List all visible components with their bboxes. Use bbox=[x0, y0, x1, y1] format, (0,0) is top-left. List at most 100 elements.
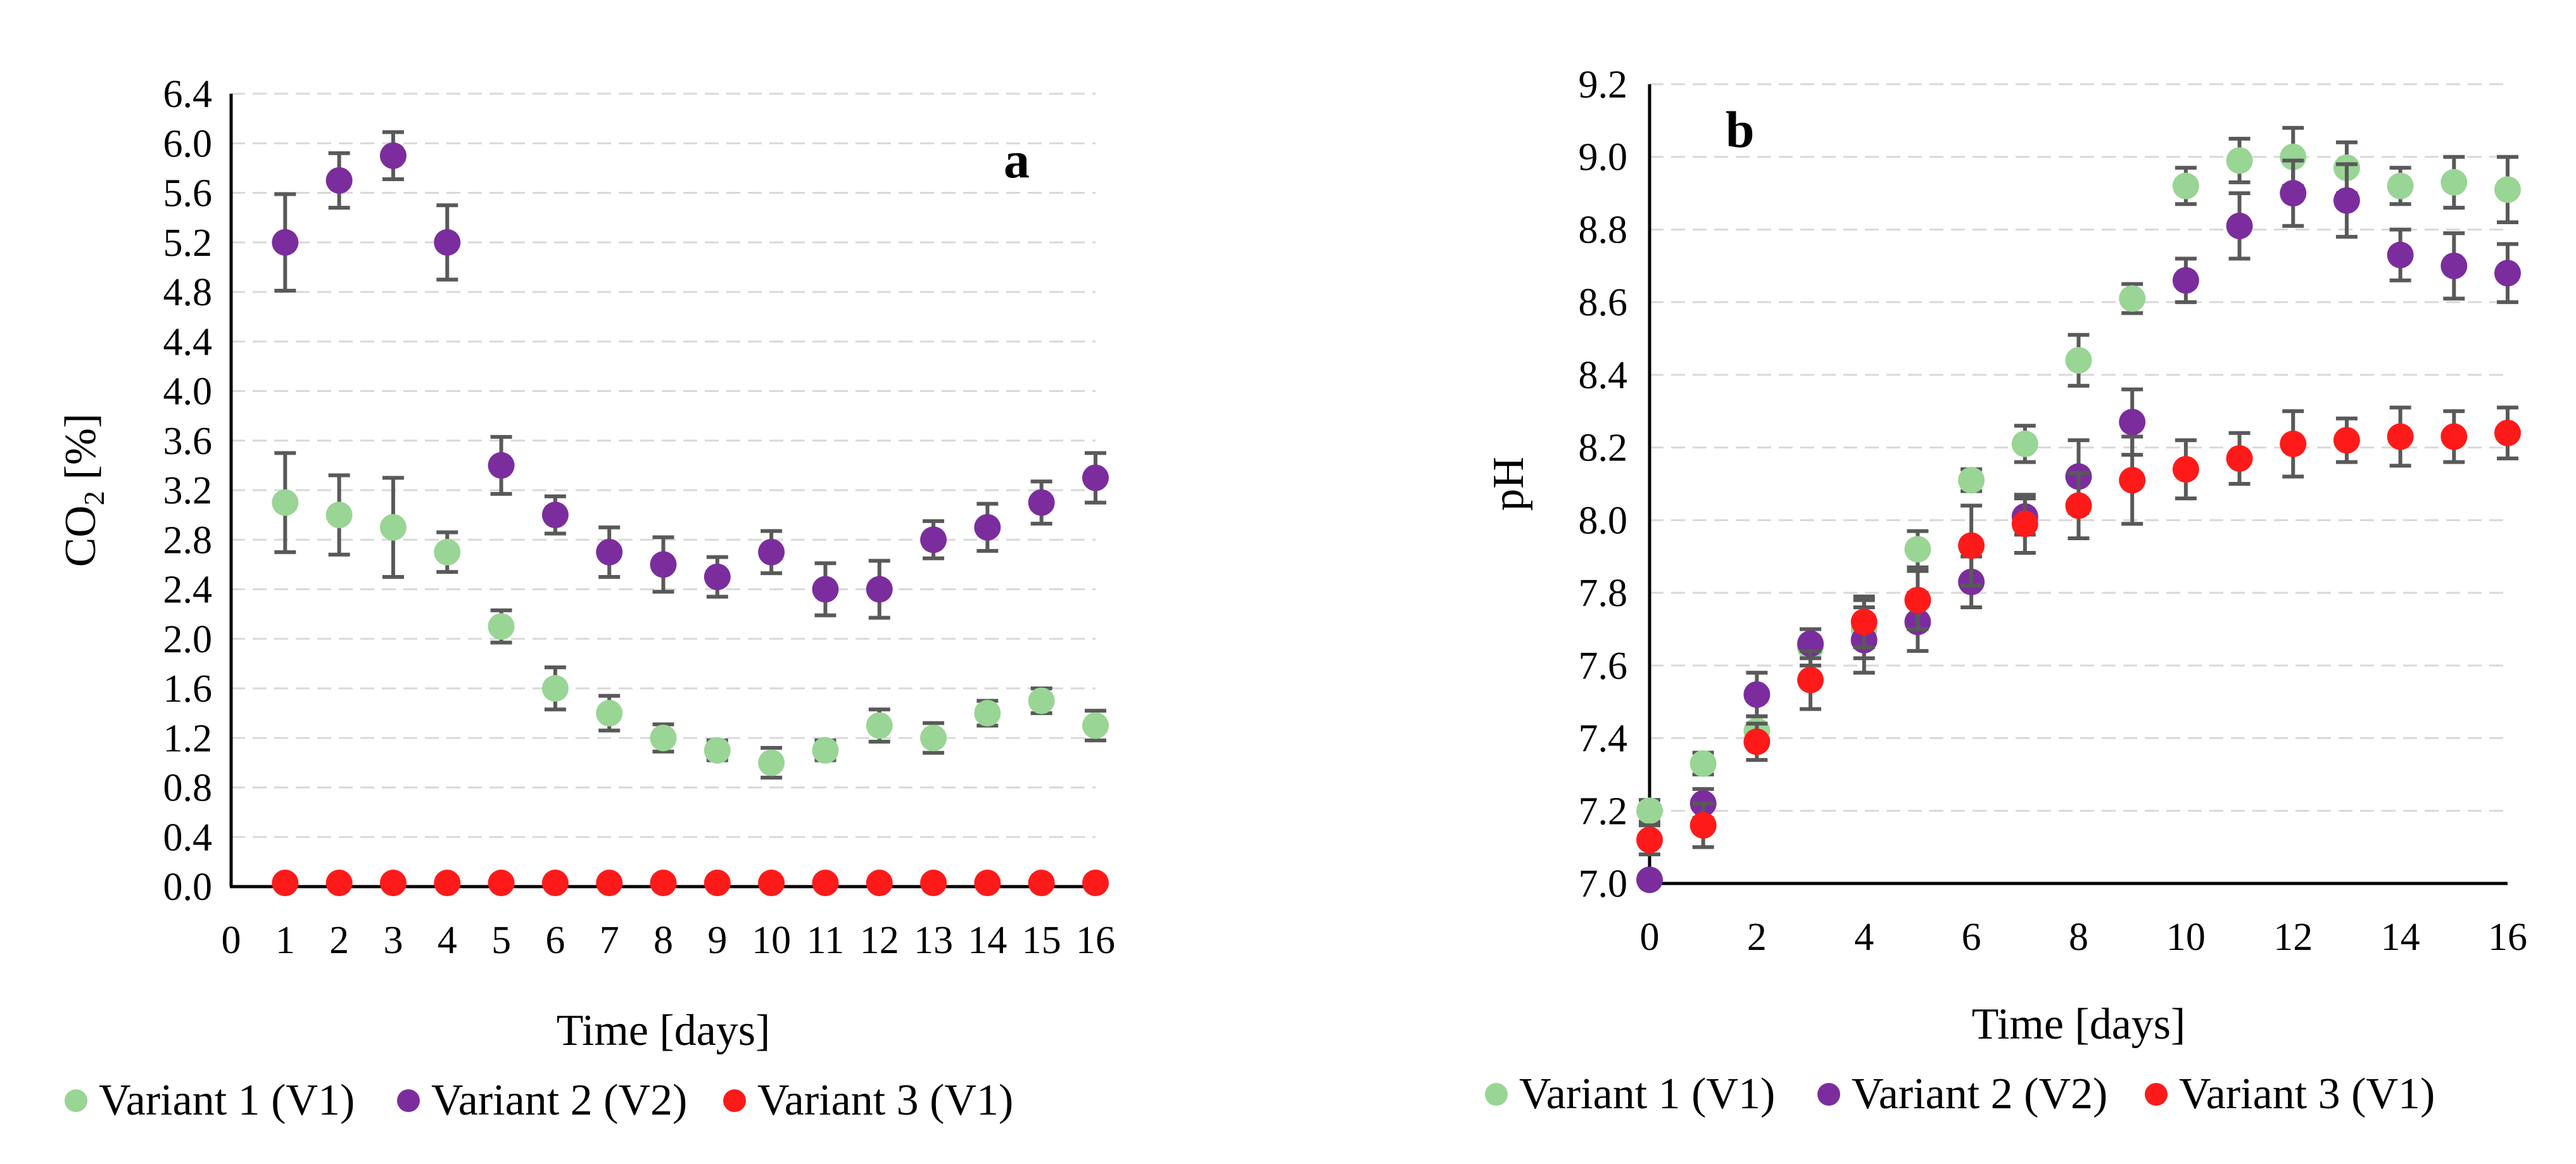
data-point bbox=[1850, 608, 1878, 635]
legend-entry: Variant 1 (V1) bbox=[1519, 1070, 1775, 1118]
data-point bbox=[2172, 172, 2199, 199]
y-tick-label: 8.8 bbox=[1579, 208, 1628, 251]
data-point bbox=[2119, 408, 2146, 436]
data-point bbox=[920, 870, 947, 897]
data-point bbox=[758, 749, 785, 776]
x-axis-label: Time [days] bbox=[1972, 1000, 2186, 1049]
x-tick-label: 8 bbox=[653, 919, 673, 962]
data-point bbox=[325, 502, 353, 529]
data-point bbox=[596, 870, 623, 897]
data-point bbox=[2280, 180, 2307, 207]
x-tick-label: 4 bbox=[1854, 916, 1874, 959]
data-point bbox=[541, 675, 569, 702]
data-point bbox=[2494, 419, 2521, 446]
data-point bbox=[1028, 870, 1055, 897]
x-tick-label: 2 bbox=[1747, 916, 1767, 959]
data-point bbox=[2172, 267, 2199, 294]
legend-entry: Variant 1 (V1) bbox=[99, 1076, 355, 1125]
data-point bbox=[2387, 241, 2414, 269]
x-tick-label: 14 bbox=[2381, 916, 2420, 959]
data-point bbox=[272, 229, 299, 256]
data-point bbox=[1958, 532, 1985, 559]
legend-entry: Variant 3 (V1) bbox=[2179, 1070, 2435, 1118]
data-point bbox=[974, 700, 1001, 727]
x-tick-label: 0 bbox=[222, 919, 241, 962]
x-axis-label: Time [days] bbox=[557, 1006, 771, 1055]
data-point bbox=[866, 576, 893, 603]
data-point bbox=[704, 870, 731, 897]
x-tick-label: 9 bbox=[707, 919, 727, 962]
data-point bbox=[866, 712, 893, 739]
x-tick-label: 8 bbox=[2069, 916, 2088, 959]
x-tick-label: 16 bbox=[2488, 916, 2527, 959]
panel-label: a bbox=[1004, 131, 1030, 189]
data-point bbox=[974, 514, 1001, 541]
data-point bbox=[974, 870, 1001, 897]
x-tick-label: 5 bbox=[491, 919, 511, 962]
y-tick-label: 1.6 bbox=[163, 667, 213, 711]
data-point bbox=[2280, 430, 2307, 457]
series-1 bbox=[1636, 125, 2521, 825]
data-point bbox=[1028, 687, 1055, 714]
data-point bbox=[1028, 489, 1055, 516]
data-point bbox=[1689, 812, 1717, 839]
y-tick-label: 7.8 bbox=[1579, 572, 1628, 615]
data-point bbox=[379, 514, 407, 541]
x-tick-label: 14 bbox=[968, 919, 1007, 962]
data-point bbox=[2172, 456, 2199, 483]
data-point bbox=[325, 167, 353, 194]
data-point bbox=[1636, 826, 1663, 854]
data-point bbox=[866, 870, 893, 897]
data-point bbox=[2226, 212, 2253, 239]
x-tick-label: 2 bbox=[329, 919, 349, 962]
data-point bbox=[434, 870, 461, 897]
legend-marker bbox=[65, 1089, 87, 1112]
x-tick-label: 12 bbox=[860, 919, 899, 962]
y-tick-label: 7.2 bbox=[1579, 790, 1628, 833]
data-point bbox=[541, 870, 569, 897]
legend-marker bbox=[397, 1089, 420, 1112]
data-point bbox=[2387, 423, 2414, 450]
data-point bbox=[272, 870, 299, 897]
data-point bbox=[2440, 423, 2468, 450]
x-tick-label: 13 bbox=[914, 919, 953, 962]
series-3 bbox=[1636, 405, 2521, 857]
data-point bbox=[325, 870, 353, 897]
data-point bbox=[272, 489, 299, 516]
legend-marker bbox=[1817, 1083, 1840, 1106]
data-point bbox=[758, 538, 785, 566]
data-point bbox=[2226, 445, 2253, 472]
y-axis-label: pH bbox=[1484, 457, 1533, 511]
y-tick-label: 2.4 bbox=[163, 569, 213, 612]
data-point bbox=[812, 737, 839, 764]
data-point bbox=[2333, 187, 2360, 214]
series-3 bbox=[272, 870, 1109, 897]
y-tick-label: 3.2 bbox=[163, 469, 213, 512]
data-point bbox=[1904, 536, 1931, 563]
data-point bbox=[434, 538, 461, 566]
data-point bbox=[2065, 492, 2092, 519]
data-point bbox=[1958, 467, 1985, 494]
data-point bbox=[1082, 712, 1109, 739]
y-tick-label: 7.6 bbox=[1579, 645, 1628, 688]
y-tick-label: 5.2 bbox=[163, 222, 213, 265]
data-point bbox=[488, 452, 515, 479]
data-point bbox=[488, 613, 515, 640]
x-tick-label: 10 bbox=[2166, 916, 2206, 959]
legend: Variant 1 (V1) Variant 2 (V2) Variant 3 (V… bbox=[65, 1076, 1013, 1125]
data-point bbox=[704, 737, 731, 764]
data-point bbox=[1082, 870, 1109, 897]
legend-entry: Variant 3 (V1) bbox=[757, 1076, 1013, 1125]
data-point bbox=[379, 870, 407, 897]
legend-entry: Variant 2 (V2) bbox=[431, 1076, 687, 1125]
data-point bbox=[1743, 681, 1771, 708]
y-tick-label: 4.4 bbox=[163, 320, 213, 364]
data-point bbox=[2226, 147, 2253, 174]
series-2 bbox=[272, 130, 1109, 620]
data-point bbox=[434, 229, 461, 256]
y-tick-label: 8.6 bbox=[1579, 281, 1628, 324]
data-point bbox=[488, 870, 515, 897]
data-point bbox=[1636, 797, 1663, 825]
x-tick-label: 10 bbox=[752, 919, 791, 962]
